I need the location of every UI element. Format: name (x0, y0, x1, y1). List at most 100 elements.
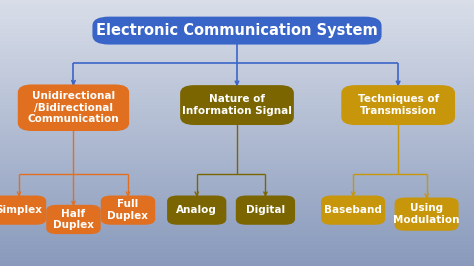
Bar (0, 231, 474, 233)
FancyBboxPatch shape (0, 196, 46, 225)
Bar (0, 258, 474, 259)
Text: Unidirectional
/Bidirectional
Communication: Unidirectional /Bidirectional Communicat… (27, 91, 119, 124)
Bar (0, 24, 474, 25)
Text: Simplex: Simplex (0, 205, 43, 215)
Bar (0, 37, 474, 39)
Bar (0, 133, 474, 134)
Bar (0, 203, 474, 205)
Bar (0, 21, 474, 23)
FancyBboxPatch shape (180, 85, 294, 125)
Bar (0, 230, 474, 231)
Bar (0, 194, 474, 196)
Bar (0, 29, 474, 31)
Bar (0, 13, 474, 15)
Bar (0, 142, 474, 144)
Bar (0, 152, 474, 153)
Bar (0, 12, 474, 13)
Bar (0, 145, 474, 146)
Bar (0, 51, 474, 52)
Bar (0, 255, 474, 257)
Bar (0, 202, 474, 203)
Bar (0, 110, 474, 112)
Bar (0, 105, 474, 106)
Bar (0, 235, 474, 237)
Bar (0, 114, 474, 116)
Bar (0, 189, 474, 190)
Bar (0, 165, 474, 166)
Bar (0, 44, 474, 45)
Bar (0, 104, 474, 105)
Bar (0, 144, 474, 145)
Bar (0, 257, 474, 258)
Bar (0, 66, 474, 68)
Bar (0, 178, 474, 180)
Bar (0, 181, 474, 182)
Bar (0, 243, 474, 245)
FancyBboxPatch shape (92, 16, 382, 45)
Bar (0, 126, 474, 128)
Bar (0, 193, 474, 194)
Text: Nature of
Information Signal: Nature of Information Signal (182, 94, 292, 116)
Bar (0, 234, 474, 235)
Bar (0, 72, 474, 73)
Bar (0, 176, 474, 177)
Bar (0, 259, 474, 261)
Bar (0, 11, 474, 12)
Bar (0, 245, 474, 246)
Bar (0, 117, 474, 118)
Bar (0, 177, 474, 178)
Bar (0, 213, 474, 214)
FancyBboxPatch shape (236, 196, 295, 225)
FancyBboxPatch shape (341, 85, 455, 125)
Bar (0, 113, 474, 114)
Bar (0, 207, 474, 209)
FancyBboxPatch shape (18, 85, 129, 131)
FancyBboxPatch shape (167, 196, 226, 225)
Bar (0, 76, 474, 77)
Bar (0, 82, 474, 84)
Bar (0, 40, 474, 41)
Bar (0, 8, 474, 9)
Bar (0, 201, 474, 202)
Bar (0, 4, 474, 5)
Bar (0, 19, 474, 20)
Bar (0, 172, 474, 173)
Bar (0, 128, 474, 129)
Bar (0, 60, 474, 61)
Bar (0, 93, 474, 94)
Bar (0, 52, 474, 53)
Bar (0, 102, 474, 104)
Bar (0, 9, 474, 11)
Bar (0, 96, 474, 97)
Bar (0, 33, 474, 35)
Text: Using
Modulation: Using Modulation (393, 203, 460, 225)
Bar (0, 81, 474, 82)
Bar (0, 69, 474, 70)
Bar (0, 65, 474, 66)
Bar (0, 261, 474, 262)
Bar (0, 214, 474, 215)
Bar (0, 47, 474, 48)
Bar (0, 180, 474, 181)
Bar (0, 101, 474, 102)
Bar (0, 160, 474, 161)
Bar (0, 90, 474, 92)
Bar (0, 23, 474, 24)
Bar (0, 16, 474, 17)
Text: Analog: Analog (176, 205, 217, 215)
Bar (0, 218, 474, 219)
Bar (0, 254, 474, 255)
Bar (0, 84, 474, 85)
Bar (0, 162, 474, 164)
Bar (0, 209, 474, 210)
Bar (0, 80, 474, 81)
FancyBboxPatch shape (100, 196, 155, 225)
Bar (0, 249, 474, 250)
Text: Electronic Communication System: Electronic Communication System (96, 23, 378, 38)
Bar (0, 92, 474, 93)
Bar (0, 253, 474, 254)
Bar (0, 88, 474, 89)
Bar (0, 197, 474, 198)
Bar (0, 227, 474, 229)
Bar (0, 174, 474, 176)
